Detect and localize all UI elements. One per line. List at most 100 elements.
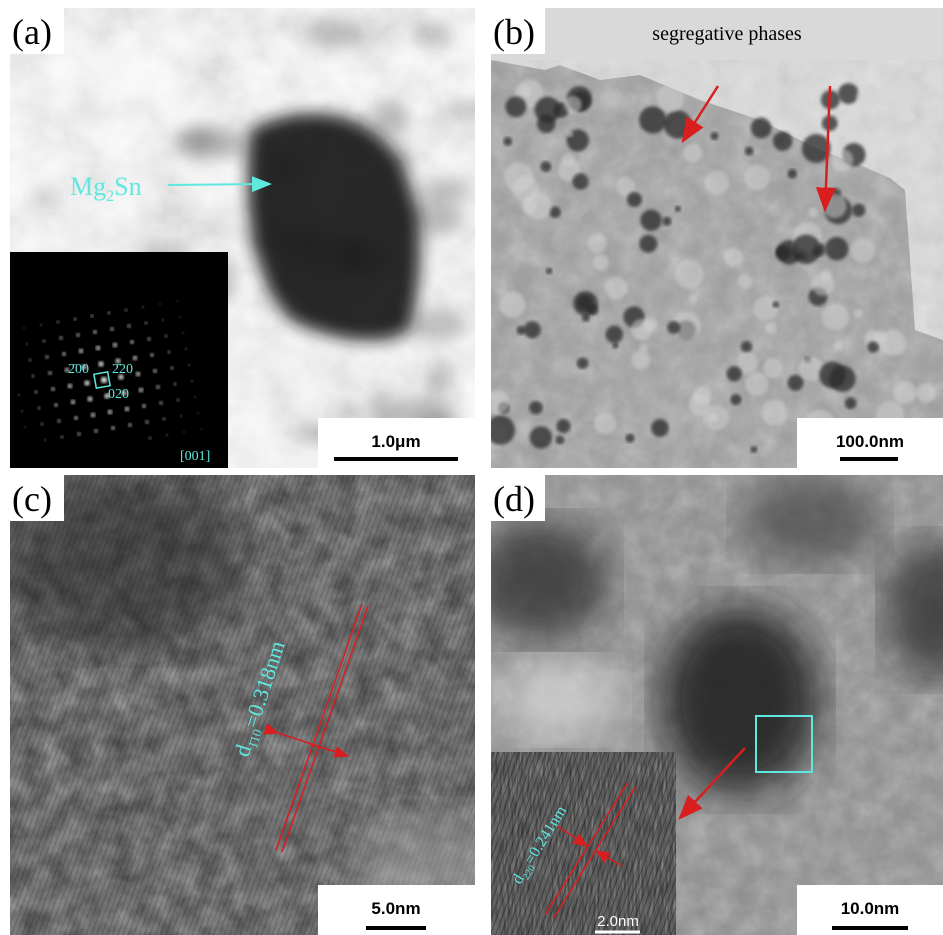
segregative-particle [555,435,564,444]
void [684,144,703,163]
diffraction-spot [159,401,162,404]
grain [427,364,450,395]
index-label: 020 [108,387,129,402]
void [831,149,853,171]
void [765,322,777,334]
page: {"panels": [ {"label": "(a)", "scale_bar… [0,0,943,935]
void [916,383,936,403]
grain [371,100,409,138]
segregative-particle [572,173,588,189]
panel-label: (a) [12,12,52,52]
void [853,309,862,318]
void [485,390,509,414]
segregative-particle [612,342,618,348]
void [744,165,770,191]
void [587,233,606,252]
index-label: 2̄00 [68,362,89,377]
segregative-particle [662,217,671,226]
diffraction-spot [167,350,170,353]
diffraction-spot [182,332,184,334]
diffraction-spot [44,439,47,442]
void [834,341,844,351]
diffraction-spot [71,400,75,404]
diffraction-spot [165,335,168,338]
diffraction-spot [128,423,132,427]
particle [660,605,820,795]
segregative-particle [711,132,719,140]
void [880,330,906,356]
phase-rest: Sn [114,172,141,201]
diffraction-spot [125,309,128,312]
segregative-particle [788,375,804,391]
diffraction-spot [73,317,76,320]
void [564,96,581,113]
figure: 2̄00 2̄20 020 [001] Mg2Sn segregative ph… [0,0,943,935]
void [762,400,788,426]
void [521,198,537,214]
diffraction-spot [136,372,141,377]
diffraction-spot [108,410,113,415]
panel-label: (c) [12,479,52,519]
void [846,121,864,139]
segregative-particle [517,326,526,335]
void [567,131,573,137]
segregative-particle [627,192,642,207]
segregative-particle [577,295,592,310]
diffraction-spot [200,428,202,430]
diffraction-spot [191,380,193,382]
diffraction-spot [149,437,152,440]
void [593,254,609,270]
diffraction-spot [24,426,26,428]
particle [470,520,610,640]
inset-scale-label: 2.0nm [597,913,639,930]
diffraction-spot [18,394,21,397]
diffraction-spot [113,343,117,347]
scale-label: 10.0nm [841,899,900,918]
diffraction-spot [101,377,107,383]
segregative-particle [819,362,846,389]
void [737,274,752,289]
grain [414,21,452,45]
diffraction-spot [45,355,48,358]
panel-c: d1̄10=0.318nm [0,470,510,935]
diffraction-spot [57,321,60,324]
diffraction-spot [179,316,181,318]
void [723,248,743,268]
diffraction-spot [107,311,110,314]
segregative-particle [625,434,634,443]
diffraction-spot [188,364,191,367]
segregative-particle [852,204,865,217]
segregative-particle [505,96,526,117]
diffraction-spot [197,412,199,414]
segregative-particle [788,169,797,178]
segregative-particle [529,401,542,414]
diffraction-spot [159,303,161,305]
panel-a: 2̄00 2̄20 020 [001] Mg2Sn [0,8,500,468]
void [631,319,652,340]
scale-label: 5.0nm [371,899,420,918]
diffraction-spot [166,434,169,437]
diffraction-spot [194,396,196,398]
diffraction-spot [173,382,176,385]
diffraction-spot [98,361,103,366]
void [709,413,718,422]
segregative-particle [730,394,741,405]
diffraction-spot [59,336,62,339]
diffraction-spot [40,324,43,327]
segregative-particle [640,210,661,231]
void [604,276,627,299]
void [812,273,835,296]
diffraction-spot [183,431,185,433]
void [561,153,575,167]
grain [418,180,476,200]
diffraction-spot [142,404,146,408]
diffraction-spot [42,339,45,342]
segregative-particle [727,366,742,381]
segregative-particle [751,118,772,139]
segregative-particle [741,341,752,352]
diffraction-spot [94,429,98,433]
diffraction-spot [77,432,80,435]
segregative-particle [776,247,786,257]
bright-region [500,660,620,740]
diffraction-spot [150,353,154,357]
